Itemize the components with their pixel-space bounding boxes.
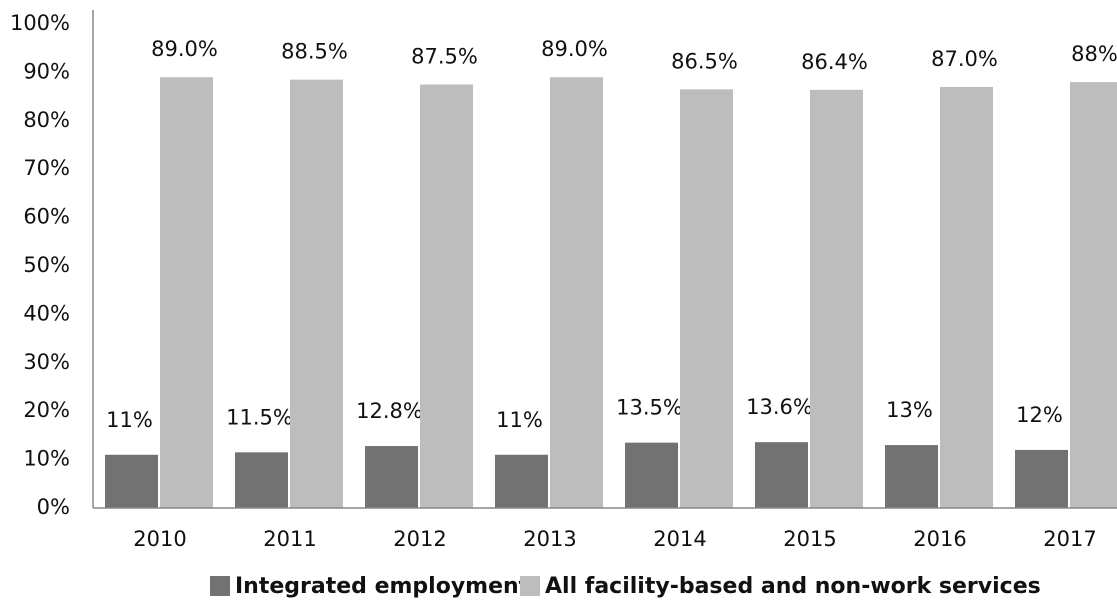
bar: [755, 442, 808, 508]
value-label: 89.0%: [541, 37, 608, 61]
x-tick-label: 2011: [263, 527, 316, 551]
value-label: 12.8%: [356, 399, 423, 423]
y-tick-label: 40%: [23, 301, 70, 325]
y-tick-label: 60%: [23, 205, 70, 229]
bar: [625, 442, 678, 508]
y-tick-label: 80%: [23, 108, 70, 132]
value-label: 88.5%: [281, 40, 348, 64]
x-tick-label: 2010: [133, 527, 186, 551]
y-tick-label: 70%: [23, 156, 70, 180]
x-tick-label: 2015: [783, 527, 836, 551]
bar: [105, 454, 158, 508]
value-label: 88%: [1071, 42, 1117, 66]
x-tick-label: 2013: [523, 527, 576, 551]
value-label: 13.5%: [616, 396, 683, 420]
y-tick-label: 0%: [37, 495, 70, 519]
bar: [1070, 82, 1117, 508]
value-label: 87.0%: [931, 47, 998, 71]
bar: [365, 446, 418, 508]
y-tick-label: 100%: [10, 11, 70, 35]
bar: [290, 79, 343, 508]
bar: [235, 452, 288, 508]
bar: [1015, 449, 1068, 508]
bar: [420, 84, 473, 508]
value-label: 13.6%: [746, 395, 813, 419]
value-label: 11%: [496, 408, 543, 432]
y-tick-label: 50%: [23, 253, 70, 277]
x-tick-label: 2014: [653, 527, 706, 551]
bar: [550, 77, 603, 509]
value-label: 86.5%: [671, 49, 738, 73]
value-label: 12%: [1016, 403, 1063, 427]
y-tick-label: 20%: [23, 398, 70, 422]
bar: [940, 86, 993, 509]
bar: [495, 454, 548, 508]
value-label: 11.5%: [226, 405, 293, 429]
y-tick-label: 30%: [23, 350, 70, 374]
legend-label: All facility-based and non-work services: [545, 574, 1041, 599]
bar: [160, 77, 213, 509]
x-tick-label: 2017: [1043, 527, 1096, 551]
legend-label: Integrated employment: [235, 574, 530, 599]
bar: [810, 89, 863, 508]
value-label: 13%: [886, 398, 933, 422]
bar: [680, 89, 733, 508]
legend-swatch: [520, 576, 540, 596]
x-tick-label: 2016: [913, 527, 966, 551]
y-tick-label: 90%: [23, 59, 70, 83]
value-label: 87.5%: [411, 45, 478, 69]
bar: [885, 445, 938, 508]
value-label: 11%: [106, 408, 153, 432]
legend-swatch: [210, 576, 230, 596]
x-tick-label: 2012: [393, 527, 446, 551]
value-label: 86.4%: [801, 50, 868, 74]
y-tick-label: 10%: [23, 447, 70, 471]
value-label: 89.0%: [151, 37, 218, 61]
